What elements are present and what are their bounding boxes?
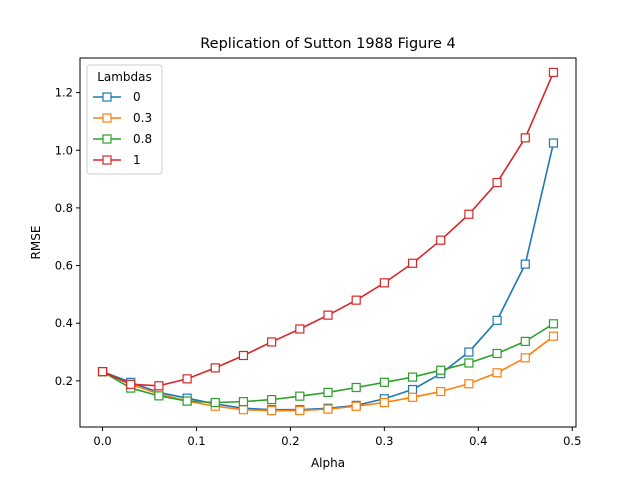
series-3-point xyxy=(351,295,361,305)
series-0-point xyxy=(492,315,502,325)
y-tick-label: 0.6 xyxy=(55,259,73,273)
series-3-point xyxy=(238,350,249,361)
series-2-point xyxy=(182,396,192,406)
series-2-point xyxy=(323,387,333,398)
x-tick-label: 0.0 xyxy=(93,434,111,448)
series-3-point xyxy=(407,258,418,268)
x-axis: 0.0 0.1 0.2 0.3 0.4 0.5 xyxy=(93,427,581,448)
y-tick-label: 1.0 xyxy=(55,143,73,157)
series-0-point xyxy=(407,384,418,395)
x-tick-label: 0.1 xyxy=(187,434,205,448)
y-axis-label: RMSE xyxy=(29,226,43,260)
series-3-point xyxy=(295,324,305,334)
series-3-point xyxy=(379,278,389,288)
y-tick-label: 0.4 xyxy=(55,316,73,330)
legend-swatch-marker xyxy=(102,113,112,123)
series-3-point xyxy=(97,367,108,377)
series-2-point xyxy=(295,391,305,401)
series-2-point xyxy=(267,395,277,405)
series-1-point xyxy=(267,405,277,416)
y-axis: 0.2 0.4 0.6 0.8 1.0 1.2 xyxy=(55,86,80,388)
legend-label: 0.8 xyxy=(133,132,152,146)
series-0-point xyxy=(548,138,559,148)
series-1-point xyxy=(436,386,446,397)
x-tick-label: 0.4 xyxy=(469,434,487,448)
series-2-point xyxy=(238,397,249,407)
x-tick-label: 0.2 xyxy=(281,434,299,448)
series-3-point xyxy=(267,337,277,347)
series-0-point xyxy=(520,259,530,269)
legend-entries: 0 0.3 0.8 1 xyxy=(93,90,152,167)
series-2-point xyxy=(492,348,502,359)
y-tick-label: 1.2 xyxy=(55,86,73,100)
series-1-point xyxy=(351,401,361,411)
x-tick-label: 0.5 xyxy=(563,434,581,448)
plot-markers xyxy=(97,67,559,416)
series-3-point xyxy=(126,379,136,389)
series-3-point xyxy=(520,133,530,143)
x-tick-label: 0.3 xyxy=(375,434,393,448)
legend: Lambdas 0 0.3 0.8 1 xyxy=(86,64,163,175)
series-2-point xyxy=(436,365,446,375)
series-3-point xyxy=(323,310,333,320)
series-3-point xyxy=(182,374,192,384)
series-3-point xyxy=(436,235,446,245)
series-2-point xyxy=(520,336,530,346)
series-2-point xyxy=(351,382,361,393)
x-axis-label: Alpha xyxy=(311,456,345,470)
series-2-point xyxy=(154,391,164,401)
series-2-point xyxy=(407,372,418,382)
y-tick-label: 0.8 xyxy=(55,201,73,215)
series-1-point xyxy=(238,405,249,415)
chart-title: Replication of Sutton 1988 Figure 4 xyxy=(200,36,456,52)
series-1-point xyxy=(379,397,389,408)
y-tick-label: 0.2 xyxy=(55,374,73,388)
series-3-point xyxy=(210,363,220,373)
series-1-point xyxy=(520,353,530,363)
series-3-point xyxy=(464,209,474,219)
legend-swatch-marker xyxy=(102,92,112,102)
plot-frame xyxy=(79,57,577,428)
series-3-point xyxy=(154,381,164,391)
series-2-point xyxy=(464,358,474,368)
series-0-point xyxy=(464,347,474,357)
series-2-point xyxy=(210,397,220,408)
series-1-point xyxy=(323,404,333,414)
series-1-point xyxy=(407,392,418,402)
legend-label: 1 xyxy=(133,153,141,167)
series-1-point xyxy=(464,379,474,389)
legend-label: 0.3 xyxy=(133,111,152,125)
series-2-point xyxy=(379,377,389,387)
series-1-point xyxy=(548,331,559,341)
series-1-point xyxy=(492,368,502,378)
series-3-point xyxy=(548,67,559,78)
legend-box xyxy=(86,64,163,175)
series-2-point xyxy=(548,319,559,329)
legend-swatch-marker xyxy=(102,134,112,144)
legend-label: 0 xyxy=(133,90,141,104)
series-1-point xyxy=(295,405,305,416)
legend-swatch-marker xyxy=(102,155,112,165)
legend-title: Lambdas xyxy=(97,70,152,84)
series-3-point xyxy=(492,177,502,188)
